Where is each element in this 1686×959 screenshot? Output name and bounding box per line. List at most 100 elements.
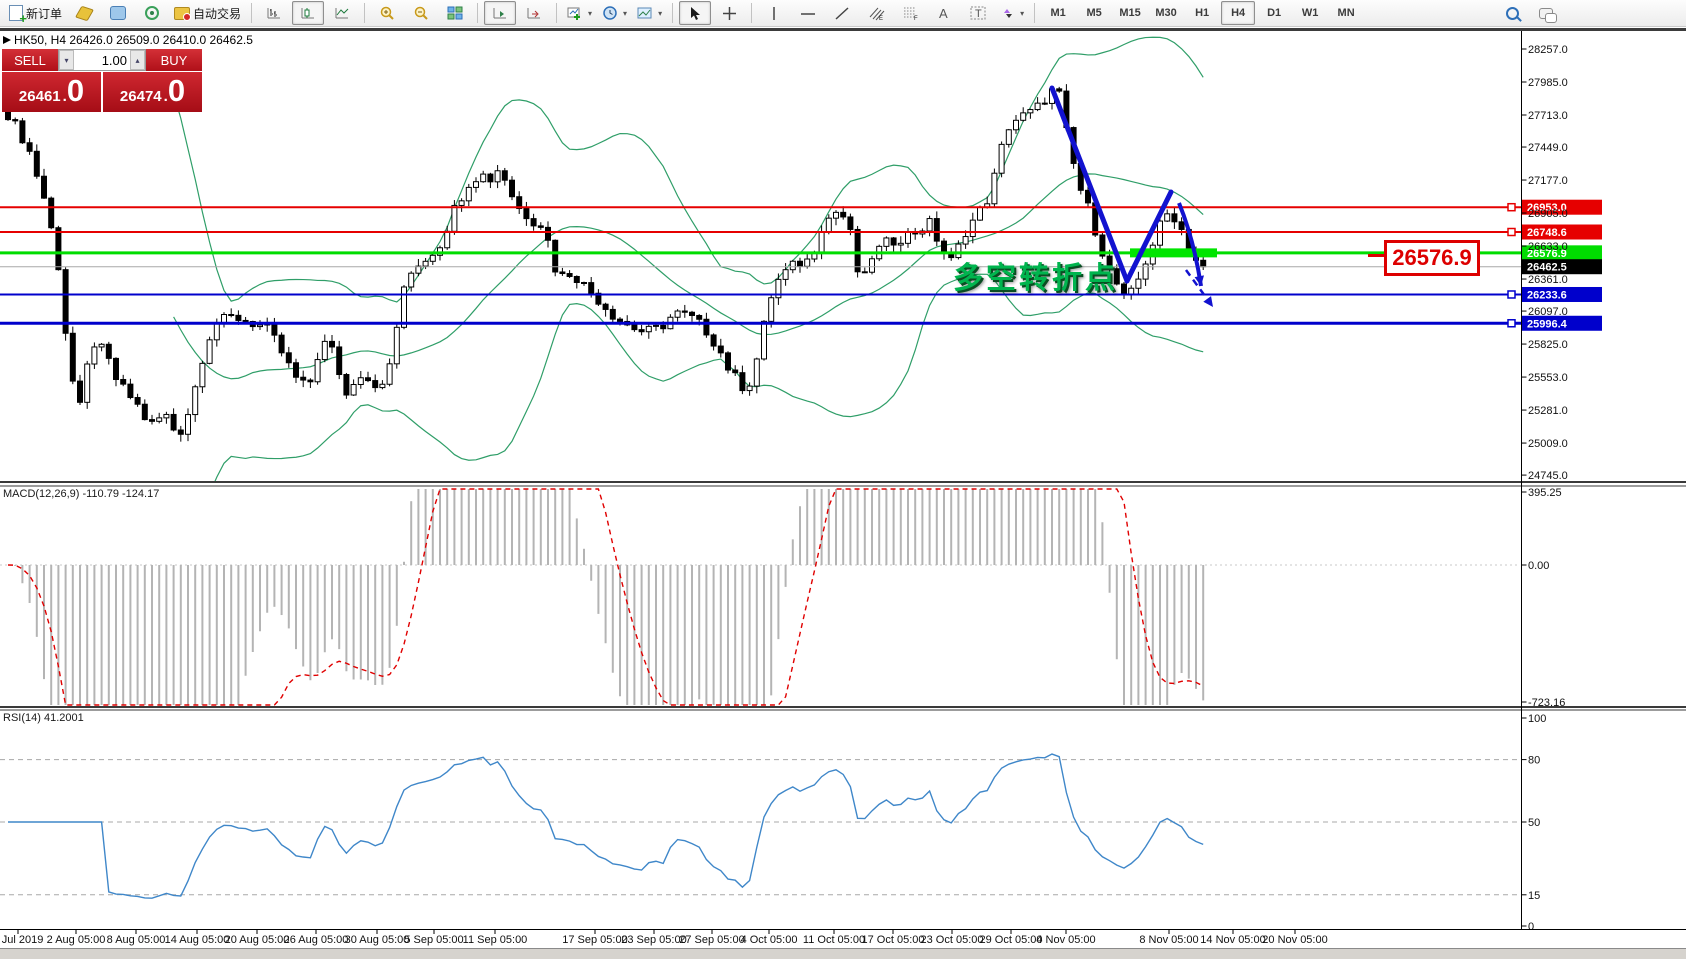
volume-decrease-button[interactable]: ▾ <box>59 50 74 70</box>
new-order-label: 新订单 <box>26 6 63 21</box>
svg-text:29 Oct 05:00: 29 Oct 05:00 <box>980 934 1043 946</box>
text-label-icon: T <box>970 6 986 20</box>
candlestick-chart-icon <box>301 8 315 19</box>
svg-text:8 Nov 05:00: 8 Nov 05:00 <box>1139 934 1198 946</box>
volume-control: ▾ 1.00 ▴ <box>58 49 146 71</box>
auto-scroll-icon <box>493 8 507 19</box>
tile-windows-icon <box>447 6 463 20</box>
timeframe-group: M1 M5 M15 M30 H1 H4 D1 W1 MN <box>1040 1 1364 25</box>
line-chart-button[interactable] <box>326 1 358 25</box>
line-chart-icon <box>335 8 349 19</box>
dropdown-arrow-icon: ▾ <box>588 8 593 18</box>
horizontal-line-button[interactable] <box>792 1 824 25</box>
timeframe-button-MN[interactable]: MN <box>1337 7 1355 19</box>
volume-increase-button[interactable]: ▴ <box>130 50 145 70</box>
arrows-button[interactable]: ▾ <box>996 1 1028 25</box>
sell-button[interactable]: SELL <box>2 49 58 71</box>
sell-price[interactable]: 26461 . 0 <box>2 72 101 112</box>
new-order-button[interactable]: 新订单 <box>5 1 66 26</box>
svg-text:27 Sep 05:00: 27 Sep 05:00 <box>679 934 744 946</box>
svg-text:26361.0: 26361.0 <box>1528 274 1568 286</box>
sell-price-dot: . <box>62 88 67 105</box>
community-button[interactable] <box>102 1 134 25</box>
text-button[interactable]: A <box>928 1 960 25</box>
svg-text:E: E <box>879 16 883 21</box>
timeframe-button-H4[interactable]: H4 <box>1221 1 1256 25</box>
svg-text:8 Aug 05:00: 8 Aug 05:00 <box>107 934 166 946</box>
timeframe-button-M30[interactable]: M30 <box>1155 7 1177 19</box>
vertical-line-button[interactable] <box>758 1 790 25</box>
crosshair-button[interactable] <box>713 1 745 25</box>
svg-text:25009.0: 25009.0 <box>1528 438 1568 450</box>
search-button[interactable] <box>1496 1 1528 25</box>
timeframe-button-W1[interactable]: W1 <box>1301 7 1319 19</box>
cursor-icon <box>691 6 701 20</box>
timeframe-button-M5[interactable]: M5 <box>1086 7 1102 19</box>
svg-text:80: 80 <box>1528 755 1540 767</box>
svg-text:4 Oct 05:00: 4 Oct 05:00 <box>741 934 798 946</box>
periods-button[interactable]: ▾ <box>598 1 631 25</box>
chat-button[interactable] <box>1530 1 1562 25</box>
market-icon <box>74 5 94 21</box>
equidistant-channel-button[interactable]: E <box>860 1 892 25</box>
svg-text:4 Nov 05:00: 4 Nov 05:00 <box>1036 934 1095 946</box>
community-icon <box>110 6 127 20</box>
new-order-icon <box>9 5 27 26</box>
svg-text:27177.0: 27177.0 <box>1528 175 1568 187</box>
toolbar-separator <box>672 3 674 23</box>
floating-label-leader <box>1368 254 1384 257</box>
templates-button[interactable]: ▾ <box>633 1 666 25</box>
auto-trading-button[interactable]: 自动交易 <box>170 1 245 25</box>
tile-windows-button[interactable] <box>439 1 471 25</box>
one-click-panel-toggle[interactable] <box>3 36 11 44</box>
svg-text:23 Oct 05:00: 23 Oct 05:00 <box>921 934 984 946</box>
search-icon <box>1505 6 1519 20</box>
svg-text:T: T <box>975 8 982 20</box>
floating-price-label[interactable]: 26576.9 <box>1384 240 1480 276</box>
svg-text:11 Oct 05:00: 11 Oct 05:00 <box>803 934 865 946</box>
window-bottom-edge <box>0 948 1686 959</box>
dropdown-arrow-icon: ▾ <box>1020 8 1025 18</box>
svg-text:0: 0 <box>1528 921 1534 933</box>
zoom-in-button[interactable] <box>371 1 403 25</box>
timeframe-button-D1[interactable]: D1 <box>1267 7 1282 19</box>
svg-text:27449.0: 27449.0 <box>1528 142 1568 154</box>
market-button[interactable] <box>68 1 100 25</box>
text-label-button[interactable]: T <box>962 1 994 25</box>
timeframe-button-M1[interactable]: M1 <box>1050 7 1066 19</box>
chart-shift-button[interactable] <box>518 1 550 25</box>
svg-text:26633.0: 26633.0 <box>1528 241 1568 253</box>
bar-chart-button[interactable] <box>258 1 290 25</box>
timeframe-button-H1[interactable]: H1 <box>1195 7 1210 19</box>
timeframe-button-M15[interactable]: M15 <box>1119 7 1141 19</box>
dropdown-arrow-icon: ▾ <box>623 8 628 18</box>
svg-text:26 Aug 05:00: 26 Aug 05:00 <box>284 934 349 946</box>
one-click-trade-panel: SELL ▾ 1.00 ▴ BUY 26461 . 0 26474 . 0 <box>2 49 202 112</box>
fibonacci-button[interactable]: F <box>894 1 926 25</box>
auto-scroll-button[interactable] <box>484 1 517 25</box>
arrows-icon <box>1004 8 1013 18</box>
toolbar-separator <box>251 3 253 23</box>
zoom-out-button[interactable] <box>405 1 437 25</box>
svg-text:25281.0: 25281.0 <box>1528 405 1568 417</box>
crosshair-icon <box>722 6 736 20</box>
trendline-button[interactable] <box>826 1 858 25</box>
chart-shift-icon <box>527 8 541 19</box>
volume-input[interactable]: 1.00 <box>101 52 127 68</box>
svg-text:2 Aug 05:00: 2 Aug 05:00 <box>47 934 106 946</box>
svg-text:20 Aug 05:00: 20 Aug 05:00 <box>225 934 290 946</box>
cursor-button[interactable] <box>679 1 712 25</box>
buy-price[interactable]: 26474 . 0 <box>103 72 202 112</box>
chart-text-annotation[interactable]: 多空转折点 <box>953 262 1118 295</box>
indicators-button[interactable]: ▾ <box>563 1 596 25</box>
svg-text:23 Sep 05:00: 23 Sep 05:00 <box>621 934 686 946</box>
svg-text:14 Nov 05:00: 14 Nov 05:00 <box>1200 934 1265 946</box>
auto-trading-label: 自动交易 <box>193 6 242 21</box>
buy-button[interactable]: BUY <box>146 49 202 71</box>
svg-text:100: 100 <box>1528 713 1546 725</box>
svg-text:25996.4: 25996.4 <box>1527 318 1568 330</box>
candlestick-chart-button[interactable] <box>292 1 325 25</box>
zoom-out-icon <box>414 6 428 20</box>
signals-button[interactable] <box>136 1 168 25</box>
